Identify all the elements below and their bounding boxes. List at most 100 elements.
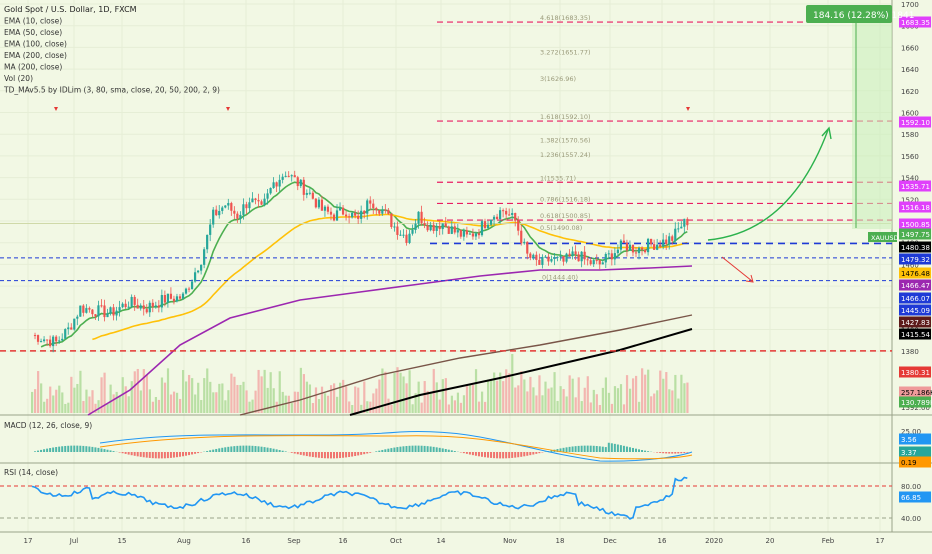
macd-histogram-bar — [348, 452, 350, 457]
legend-ma200: MA (200, close) — [4, 63, 62, 72]
time-tick-label: Feb — [822, 537, 835, 545]
candle-body — [590, 260, 592, 264]
candle-body — [339, 208, 341, 211]
volume-bar — [520, 371, 522, 413]
macd-histogram-bar — [258, 446, 260, 452]
macd-histogram-bar — [590, 446, 592, 452]
macd-histogram-bar — [632, 448, 634, 452]
candle-body — [608, 253, 610, 254]
price-tag: 1476.48 — [901, 270, 930, 278]
macd-histogram-bar — [279, 450, 281, 452]
volume-bar — [182, 370, 184, 413]
candle-body — [408, 234, 410, 243]
volume-bar — [64, 404, 66, 413]
macd-histogram-bar — [608, 443, 610, 452]
volume-bar — [55, 390, 57, 413]
volume-bar — [31, 392, 33, 413]
macd-histogram-bar — [221, 448, 223, 452]
volume-bar — [638, 402, 640, 413]
candle-body — [517, 221, 519, 231]
fib-label: 0.5(1490.08) — [540, 224, 582, 232]
macd-histogram-bar — [611, 443, 613, 452]
macd-histogram-bar — [251, 446, 253, 452]
candle-body — [387, 210, 389, 214]
volume-bar — [635, 376, 637, 413]
macd-histogram-bar — [125, 452, 127, 454]
macd-histogram-bar — [185, 452, 187, 456]
macd-histogram-bar — [354, 452, 356, 456]
macd-histogram-bar — [119, 452, 121, 453]
candle-body — [363, 211, 365, 214]
macd-histogram-bar — [484, 452, 486, 457]
macd-histogram-bar — [378, 451, 380, 452]
macd-histogram-bar — [64, 446, 66, 452]
candle-body — [85, 308, 87, 313]
volume-bar — [424, 381, 426, 413]
volume-bar — [644, 375, 646, 413]
candle-body — [230, 203, 232, 211]
volume-bar — [236, 385, 238, 413]
volume-bar — [526, 391, 528, 413]
fib-label: 1.382(1570.56) — [540, 136, 591, 144]
symbol-title: Gold Spot / U.S. Dollar, 1D, FXCM — [4, 5, 137, 14]
macd-histogram-bar — [85, 446, 87, 452]
candle-body — [547, 257, 549, 262]
macd-histogram-bar — [490, 452, 492, 458]
candle-body — [375, 208, 377, 210]
macd-histogram-bar — [155, 452, 157, 458]
candle-body — [420, 212, 422, 223]
candle-body — [73, 319, 75, 330]
macd-histogram-bar — [638, 449, 640, 452]
macd-histogram-bar — [82, 446, 84, 452]
symbol-tag-text: XAUUSD — [871, 234, 899, 242]
macd-histogram-bar — [526, 452, 528, 456]
volume-bar — [357, 388, 359, 413]
macd-histogram-bar — [212, 450, 214, 452]
volume-bar — [88, 397, 90, 413]
volume-bar — [294, 392, 296, 413]
volume-bar — [439, 400, 441, 413]
macd-histogram-bar — [623, 446, 625, 452]
candle-body — [430, 225, 432, 230]
candle-body — [239, 215, 241, 219]
volume-tag: 257.186K — [901, 389, 932, 397]
macd-histogram-bar — [671, 452, 673, 454]
macd-histogram-bar — [321, 452, 323, 458]
fib-label: 3.272(1651.77) — [540, 48, 591, 56]
candle-body — [342, 208, 344, 215]
macd-histogram-bar — [76, 446, 78, 452]
macd-histogram-bar — [218, 448, 220, 452]
candle-body — [668, 236, 670, 244]
candle-body — [100, 305, 102, 306]
candle-body — [76, 317, 78, 319]
candle-body — [324, 207, 326, 211]
candle-body — [94, 314, 96, 316]
candle-body — [318, 200, 320, 208]
volume-bar — [653, 394, 655, 413]
macd-histogram-bar — [79, 446, 81, 452]
candle-body — [321, 200, 323, 211]
volume-bar — [67, 403, 69, 413]
candle-body — [118, 307, 120, 311]
candle-body — [442, 223, 444, 229]
candle-body — [578, 254, 580, 261]
volume-bar — [662, 379, 664, 413]
time-tick-label: 16 — [658, 537, 667, 545]
volume-bar — [448, 404, 450, 413]
candle-body — [671, 236, 673, 241]
volume-bar — [566, 396, 568, 413]
candle-body — [436, 226, 438, 231]
macd-histogram-bar — [566, 447, 568, 452]
candle-body — [405, 235, 407, 243]
fib-label: 0.786(1516.18) — [540, 195, 591, 203]
candle-body — [556, 257, 558, 258]
candle-body — [128, 307, 130, 308]
legend-ema100: EMA (100, close) — [4, 40, 67, 49]
time-tick-label: Oct — [390, 537, 402, 545]
measure-badge-text: 184.16 (12.28%) 1841 — [813, 11, 914, 21]
macd-histogram-bar — [330, 452, 332, 458]
candle-body — [481, 221, 483, 235]
candle-body — [529, 254, 531, 258]
